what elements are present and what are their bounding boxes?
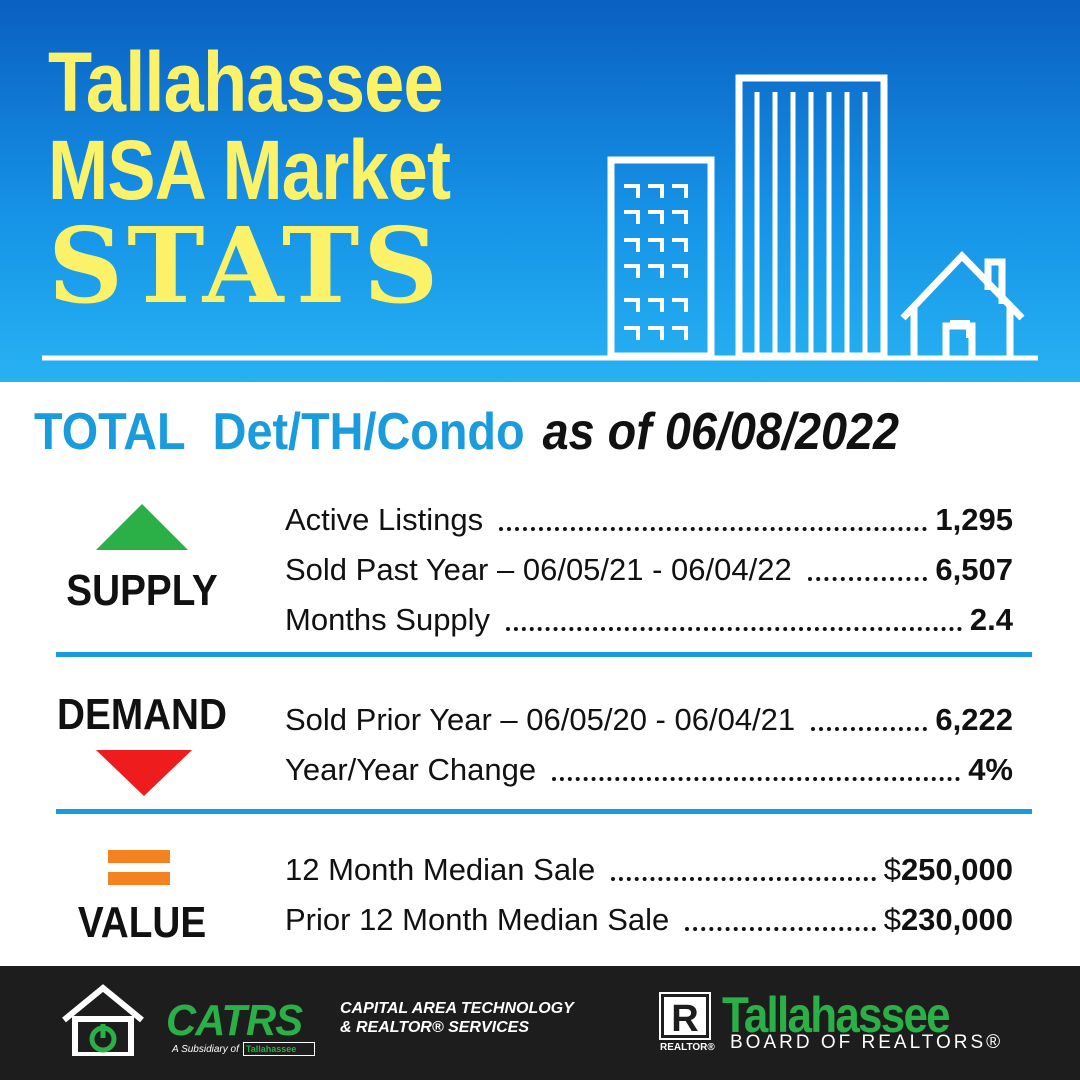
subsidiary-logo: Tallahassee xyxy=(242,1042,315,1056)
triangle-up-icon xyxy=(96,504,188,550)
stat-label: Months Supply xyxy=(285,602,491,637)
stat-label: 12 Month Median Sale xyxy=(285,852,596,887)
stat-value: 6,507 xyxy=(935,552,1013,587)
window-icon xyxy=(624,210,640,224)
section-divider xyxy=(56,809,1032,814)
window-icon xyxy=(624,238,640,252)
window-icon xyxy=(672,238,688,252)
window-icon xyxy=(648,238,664,252)
section-divider xyxy=(56,652,1032,657)
equals-icon xyxy=(108,850,170,863)
stat-row-sold-past-year: Sold Past Year – 06/05/21 - 06/04/22 6,5… xyxy=(285,544,1013,588)
dot-leader xyxy=(807,577,928,581)
subsidiary-text: A Subsidiary of xyxy=(172,1043,239,1055)
dot-leader xyxy=(552,777,961,781)
stat-row-prior-median-sale: Prior 12 Month Median Sale $230,000 xyxy=(285,894,1013,938)
stat-row-sold-prior-year: Sold Prior Year – 06/05/20 - 06/04/21 6,… xyxy=(285,694,1013,738)
board-name: Tallahassee xyxy=(722,987,951,1043)
headline-total: TOTAL xyxy=(34,403,186,461)
currency-symbol: $ xyxy=(883,852,901,887)
catrs-line-1: CAPITAL AREA TECHNOLOGY xyxy=(340,1000,574,1017)
window-icon xyxy=(672,264,688,278)
house-icon xyxy=(900,250,1025,356)
stat-label: Active Listings xyxy=(285,502,484,537)
dot-leader xyxy=(611,877,876,881)
supply-label: SUPPLY xyxy=(66,566,218,615)
stat-value: 250,000 xyxy=(900,852,1013,887)
window-icon xyxy=(648,298,664,312)
window-icon xyxy=(624,298,640,312)
title-line-2: MSA Market xyxy=(48,123,451,217)
dot-leader xyxy=(506,627,962,631)
triangle-down-icon xyxy=(96,750,192,796)
headline-date: as of 06/08/2022 xyxy=(542,403,900,461)
window-icon xyxy=(672,210,688,224)
footer-bar xyxy=(0,966,1080,1080)
headline: TOTAL Det/TH/Condo as of 06/08/2022 xyxy=(34,402,899,472)
catrs-full-name: CAPITAL AREA TECHNOLOGY & REALTOR® SERVI… xyxy=(340,999,574,1037)
stat-label: Prior 12 Month Median Sale xyxy=(285,902,670,937)
title-line-1: Tallahassee xyxy=(48,35,444,129)
window-icon xyxy=(648,184,664,198)
stat-row-median-sale: 12 Month Median Sale $250,000 xyxy=(285,844,1013,888)
stat-value: 2.4 xyxy=(969,602,1013,637)
stat-label: Year/Year Change xyxy=(285,752,537,787)
dot-leader xyxy=(811,727,928,731)
realtor-r-icon: R xyxy=(659,992,711,1040)
window-icon xyxy=(648,326,664,340)
window-icon xyxy=(624,264,640,278)
window-icon xyxy=(624,326,640,340)
window-icon xyxy=(648,264,664,278)
catrs-name: CATRS xyxy=(166,996,303,1045)
window-icon xyxy=(648,210,664,224)
stat-value: 1,295 xyxy=(935,502,1013,537)
title-line-3: STATS xyxy=(48,204,443,327)
board-subtitle: BOARD OF REALTORS® xyxy=(730,1032,1004,1053)
equals-icon xyxy=(108,872,170,885)
subsidiary-note: A Subsidiary of Tallahassee xyxy=(172,1042,315,1056)
catrs-line-2: & REALTOR® SERVICES xyxy=(340,1019,529,1036)
skyline-illustration xyxy=(42,74,1038,361)
dot-leader xyxy=(499,527,928,531)
window-icon xyxy=(672,326,688,340)
headline-types: Det/TH/Condo xyxy=(212,403,525,461)
stat-label: Sold Prior Year – 06/05/20 - 06/04/21 xyxy=(285,702,796,737)
stat-value: 230,000 xyxy=(900,902,1013,937)
header-banner: Tallahassee MSA Market STATS xyxy=(0,0,1080,382)
stat-label: Sold Past Year – 06/05/21 - 06/04/22 xyxy=(285,552,792,587)
stat-value: 6,222 xyxy=(935,702,1013,737)
demand-label: DEMAND xyxy=(57,690,227,739)
currency-symbol: $ xyxy=(883,902,901,937)
house-power-icon xyxy=(62,984,144,1056)
window-icon xyxy=(672,298,688,312)
stat-row-year-change: Year/Year Change 4% xyxy=(285,744,1013,788)
value-label: VALUE xyxy=(77,898,207,947)
stat-row-active-listings: Active Listings 1,295 xyxy=(285,494,1013,538)
window-icon xyxy=(672,184,688,198)
stat-row-months-supply: Months Supply 2.4 xyxy=(285,594,1013,638)
stat-value: 4% xyxy=(968,752,1013,787)
window-icon xyxy=(624,184,640,198)
realtor-text: REALTOR® xyxy=(660,1042,715,1053)
dot-leader xyxy=(685,927,876,931)
